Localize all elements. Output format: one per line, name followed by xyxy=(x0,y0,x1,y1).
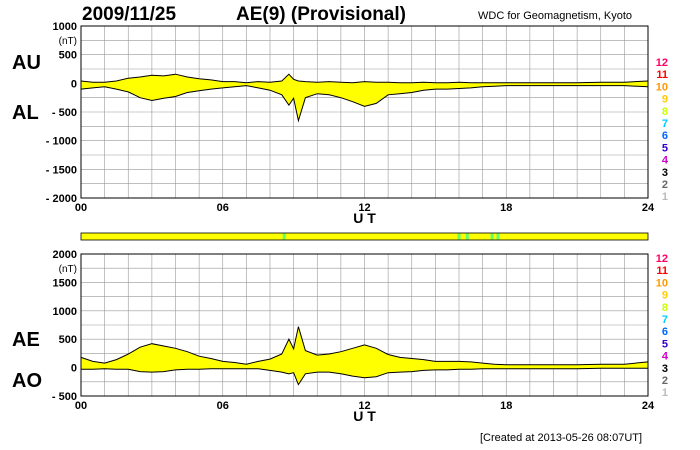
station-count-label: 5 xyxy=(662,338,668,350)
station-count-label: 9 xyxy=(662,290,668,302)
y-tick-label: - 1500 xyxy=(46,164,77,176)
station-count-label: 6 xyxy=(662,326,668,338)
x-tick-label: 06 xyxy=(217,202,229,214)
station-count-label: 4 xyxy=(662,155,669,167)
x-tick-label: 24 xyxy=(642,400,655,412)
x-tick-label: 18 xyxy=(500,202,512,214)
station-count-label: 2 xyxy=(662,179,668,191)
series-line-au xyxy=(80,73,649,84)
y-tick-label: 500 xyxy=(59,50,77,62)
series-line-al xyxy=(80,85,649,123)
station-count-label: 1 xyxy=(662,191,668,203)
y-unit-label: (nT) xyxy=(59,264,77,275)
station-bar-mark xyxy=(490,233,494,240)
al-label: AL xyxy=(12,102,39,124)
y-tick-label: 1500 xyxy=(53,277,77,289)
plot-frame xyxy=(80,253,649,397)
y-tick-label: 0 xyxy=(71,78,77,90)
chart-title: AE(9) (Provisional) xyxy=(236,4,406,25)
station-count-label: 4 xyxy=(662,351,669,363)
panel-ae-ao xyxy=(80,253,649,397)
station-count-label: 7 xyxy=(662,314,668,326)
station-count-label: 11 xyxy=(656,69,668,81)
series-line-ae xyxy=(80,326,649,366)
y-tick-label: 500 xyxy=(59,334,77,346)
y-tick-label: 0 xyxy=(71,363,77,375)
station-count-label: 12 xyxy=(656,57,668,69)
chart-date: 2009/11/25 xyxy=(82,4,177,25)
station-count-label: 3 xyxy=(662,363,668,375)
x-axis-label: U T xyxy=(353,210,376,226)
y-tick-label: - 500 xyxy=(52,391,77,403)
panel-au-al xyxy=(80,25,649,199)
ae-label: AE xyxy=(12,329,40,351)
station-count-label: 12 xyxy=(656,253,668,265)
x-axis-label: U T xyxy=(353,408,376,424)
au-label: AU xyxy=(12,52,41,74)
area-fill xyxy=(81,326,648,385)
y-tick-label: 1000 xyxy=(53,21,77,33)
x-tick-label: 00 xyxy=(75,202,87,214)
station-count-label: 6 xyxy=(662,130,668,142)
station-bar xyxy=(80,232,649,241)
x-tick-label: 18 xyxy=(500,400,512,412)
x-tick-label: 06 xyxy=(217,400,229,412)
y-tick-label: - 2000 xyxy=(46,193,77,205)
station-count-label: 7 xyxy=(662,118,668,130)
station-count-label: 10 xyxy=(656,277,668,289)
station-count-label: 5 xyxy=(662,142,668,154)
station-bar-mark xyxy=(496,233,500,240)
station-count-label: 3 xyxy=(662,167,668,179)
y-tick-label: - 500 xyxy=(52,107,77,119)
area-fill xyxy=(81,74,648,121)
x-tick-label: 12 xyxy=(358,400,370,412)
station-bar-mark xyxy=(465,233,469,240)
station-count-label: 11 xyxy=(656,265,668,277)
x-tick-label: 24 xyxy=(642,202,655,214)
station-bar-mark xyxy=(282,233,286,240)
station-count-label: 8 xyxy=(662,302,668,314)
station-count-label: 10 xyxy=(656,81,668,93)
series-line-ao xyxy=(81,367,648,386)
created-stamp: [Created at 2013-05-26 08:07UT] xyxy=(480,432,643,444)
y-tick-label: - 1000 xyxy=(46,136,77,148)
station-count-label: 2 xyxy=(662,375,668,387)
y-tick-label: 1000 xyxy=(53,306,77,318)
station-count-label: 8 xyxy=(662,106,668,118)
station-count-label: 1 xyxy=(662,387,668,399)
station-bar-mark xyxy=(457,233,461,240)
x-tick-label: 00 xyxy=(75,400,87,412)
y-unit-label: (nT) xyxy=(59,36,77,47)
ao-label: AO xyxy=(12,370,42,392)
y-tick-label: 2000 xyxy=(53,249,77,261)
x-tick-label: 12 xyxy=(358,202,370,214)
data-source: WDC for Geomagnetism, Kyoto xyxy=(478,10,633,22)
station-count-label: 9 xyxy=(662,94,668,106)
plot-frame xyxy=(80,25,649,199)
